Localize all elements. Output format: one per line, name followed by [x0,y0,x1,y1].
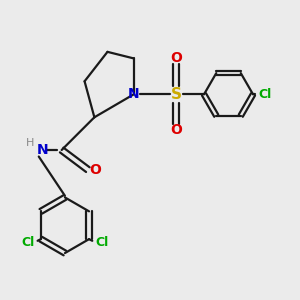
Text: O: O [170,51,182,65]
Text: S: S [171,87,182,102]
Text: O: O [89,163,101,177]
Text: N: N [128,87,140,101]
Text: O: O [170,123,182,137]
Text: H: H [26,138,34,148]
Text: Cl: Cl [21,236,34,249]
Text: Cl: Cl [258,88,271,101]
Text: N: N [37,143,49,157]
Text: Cl: Cl [96,236,109,249]
